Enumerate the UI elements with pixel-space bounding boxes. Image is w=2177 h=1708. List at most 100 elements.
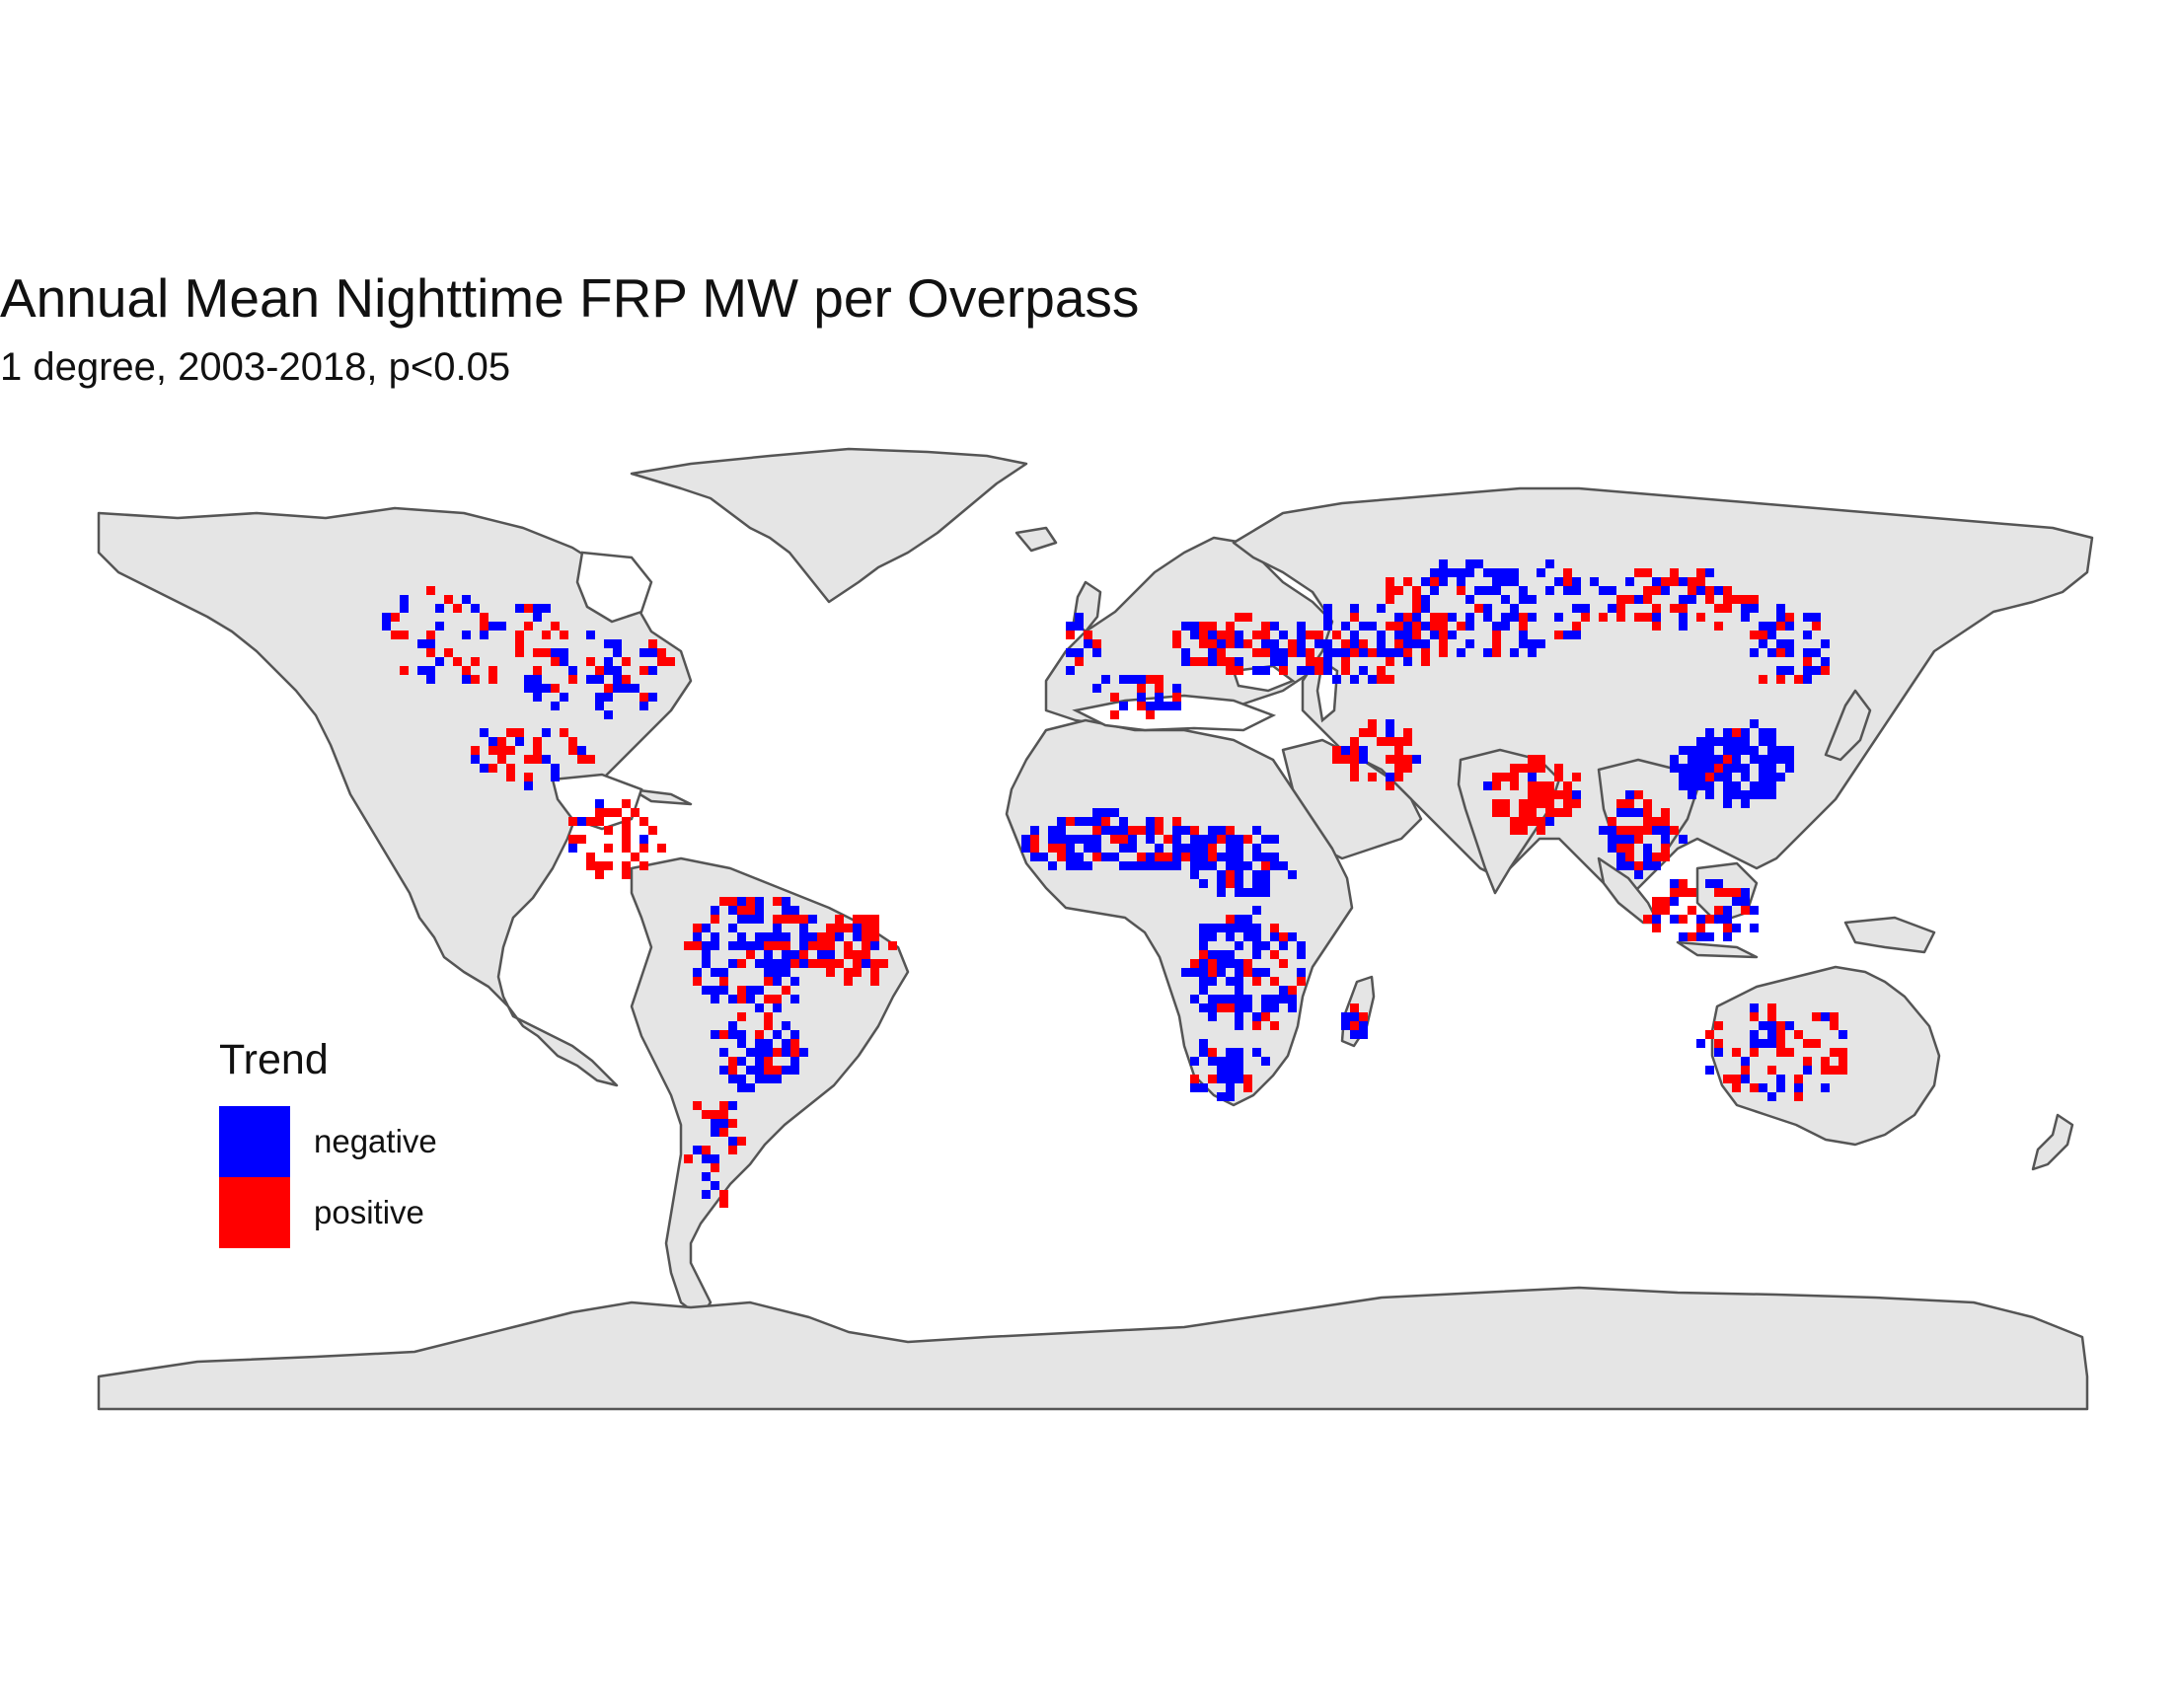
negative-trend-cell [604,657,613,666]
positive-trend-cell [764,995,773,1003]
positive-trend-cell [1776,648,1785,657]
legend: Trend negative positive [219,1036,437,1248]
positive-trend-cell [1492,639,1501,648]
negative-trend-cell [1723,728,1732,737]
positive-trend-cell [1679,888,1688,897]
negative-trend-cell [1252,870,1261,879]
negative-trend-cell [1208,826,1217,835]
negative-trend-cell [1190,861,1199,870]
negative-trend-cell [773,959,782,968]
negative-trend-cell [1759,1039,1767,1048]
positive-trend-cell [817,941,826,950]
positive-trend-cell [1412,604,1421,613]
positive-trend-cell [1217,648,1226,657]
negative-trend-cell [435,657,444,666]
negative-trend-cell [1190,853,1199,861]
negative-trend-cell [1492,577,1501,586]
positive-trend-cell [1155,853,1164,861]
negative-trend-cell [1350,1012,1359,1021]
negative-trend-cell [1688,773,1696,781]
positive-trend-cell [1723,604,1732,613]
negative-trend-cell [728,1075,737,1083]
positive-trend-cell [604,844,613,853]
positive-trend-cell [773,995,782,1003]
positive-trend-cell [719,1199,728,1208]
negative-trend-cell [1270,853,1279,861]
positive-trend-cell [1261,631,1270,639]
negative-trend-cell [435,622,444,631]
negative-trend-cell [1608,604,1616,613]
positive-trend-cell [764,1057,773,1066]
positive-trend-cell [1199,950,1208,959]
positive-trend-cell [1226,666,1235,675]
positive-trend-cell [1563,577,1572,586]
negative-trend-cell [711,968,719,977]
negative-trend-cell [773,924,782,932]
positive-trend-cell [1394,773,1403,781]
negative-trend-cell [835,932,844,941]
positive-trend-cell [1119,835,1128,844]
positive-trend-cell [1048,844,1057,853]
positive-trend-cell [1732,595,1741,604]
negative-trend-cell [1679,622,1688,631]
negative-trend-cell [728,1137,737,1146]
negative-trend-cell [1759,781,1767,790]
negative-trend-cell [1235,888,1243,897]
negative-trend-cell [533,604,542,613]
negative-trend-cell [1235,959,1243,968]
negative-trend-cell [1235,1021,1243,1030]
negative-trend-cell [1403,657,1412,666]
negative-trend-cell [1066,648,1075,657]
negative-trend-cell [1465,559,1474,568]
java [1676,940,1759,959]
negative-trend-cell [551,648,560,657]
negative-trend-cell [1235,657,1243,666]
negative-trend-cell [1314,639,1323,648]
negative-trend-cell [1252,941,1261,950]
negative-trend-cell [1323,666,1332,675]
positive-trend-cell [1190,959,1199,968]
legend-label-positive: positive [314,1194,424,1230]
negative-trend-cell [1474,559,1483,568]
negative-trend-cell [604,639,613,648]
negative-trend-cell [1741,764,1750,773]
positive-trend-cell [746,906,755,915]
negative-trend-cell [799,924,808,932]
negative-trend-cell [711,1119,719,1128]
positive-trend-cell [1137,684,1146,693]
positive-trend-cell [1243,639,1252,648]
positive-trend-cell [497,755,506,764]
negative-trend-cell [1235,835,1243,844]
negative-trend-cell [711,995,719,1003]
negative-trend-cell [808,915,817,924]
positive-trend-cell [1732,888,1741,897]
positive-trend-cell [1696,568,1705,577]
negative-trend-cell [764,1048,773,1057]
negative-trend-cell [1741,1075,1750,1083]
positive-trend-cell [1394,746,1403,755]
positive-trend-cell [808,959,817,968]
negative-trend-cell [551,773,560,781]
negative-trend-cell [1084,639,1092,648]
negative-trend-cell [1119,675,1128,684]
positive-trend-cell [1394,737,1403,746]
negative-trend-cell [1146,835,1155,844]
negative-trend-cell [755,906,764,915]
negative-trend-cell [1421,604,1430,613]
positive-trend-cell [1696,613,1705,622]
positive-trend-cell [1341,639,1350,648]
positive-trend-cell [1066,817,1075,826]
positive-trend-cell [790,915,799,924]
negative-trend-cell [755,1057,764,1066]
positive-trend-cell [1661,817,1670,826]
positive-trend-cell [1270,1021,1279,1030]
negative-trend-cell [1501,568,1510,577]
positive-trend-cell [1279,932,1288,941]
negative-trend-cell [1696,932,1705,941]
negative-trend-cell [1181,648,1190,657]
negative-trend-cell [1474,586,1483,595]
positive-trend-cell [1394,755,1403,764]
negative-trend-cell [1732,897,1741,906]
negative-trend-cell [1652,861,1661,870]
positive-trend-cell [515,728,524,737]
